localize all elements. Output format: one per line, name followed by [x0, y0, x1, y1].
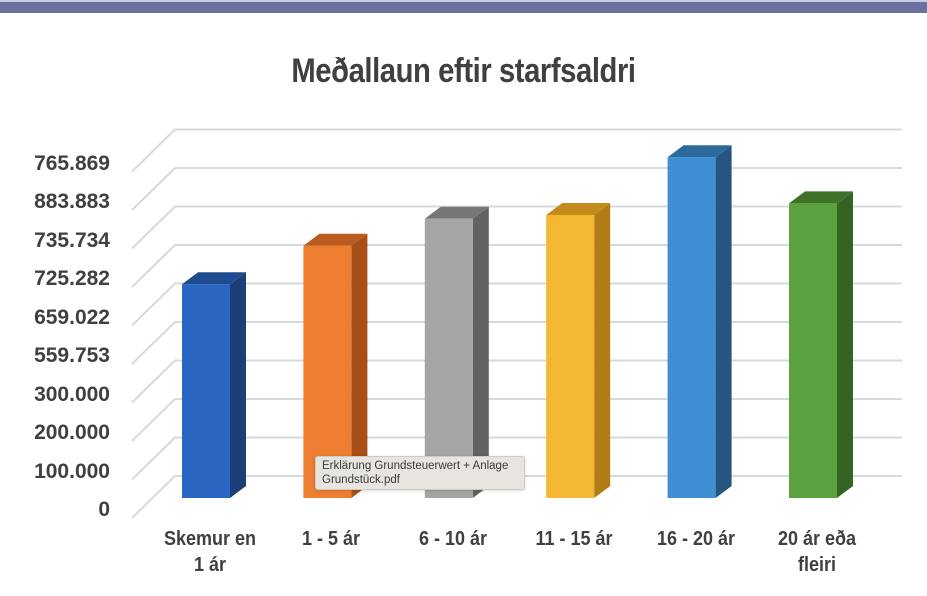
tooltip-line-2: Grundstück.pdf [322, 474, 400, 486]
bar [667, 145, 732, 498]
bars [182, 145, 853, 499]
gridline [131, 436, 902, 481]
bar [789, 191, 853, 498]
bar [424, 206, 489, 499]
gridline [131, 475, 902, 519]
y-tick-label: 883.883 [34, 190, 110, 213]
gridlines [131, 128, 902, 519]
bar [303, 233, 368, 498]
x-tick-label: 11 - 15 ár [535, 528, 613, 550]
x-tick-label: 1 - 5 ár [302, 528, 361, 550]
gridline [131, 205, 902, 250]
y-tick-label: 765.869 [34, 151, 110, 175]
y-tick-label: 0 [98, 498, 110, 521]
window-top-bar [0, 0, 927, 13]
y-tick-label: 100.000 [34, 459, 110, 483]
gridline [131, 398, 902, 442]
bar [182, 272, 246, 498]
y-tick-label: 300.000 [34, 382, 110, 406]
gridline [131, 128, 902, 173]
gridline [131, 244, 902, 288]
gridline [131, 282, 902, 327]
y-tick-label: 659.022 [34, 305, 110, 329]
x-tick-label: 6 - 10 ár [418, 528, 487, 550]
y-tick-label: 735.734 [34, 228, 110, 252]
bar [546, 202, 611, 498]
chart-title: Meðallaun eftir starfsaldri [291, 52, 636, 90]
x-tick-label: 16 - 20 ár [656, 528, 735, 550]
y-tick-label: 725.282 [34, 267, 110, 290]
gridline [131, 321, 902, 365]
y-tick-label: 559.753 [34, 344, 110, 367]
x-tick-label: 20 ár eða fleiri [777, 528, 857, 576]
y-tick-label: 200.000 [34, 421, 110, 444]
file-tooltip: Erklärung Grundsteuerwert + Anlage Grund… [315, 456, 525, 490]
tooltip-line-1: Erklärung Grundsteuerwert + Anlage [322, 460, 509, 472]
gridline [131, 167, 902, 211]
gridline [131, 359, 902, 404]
x-tick-label: Skemur en 1 ár [163, 528, 257, 576]
